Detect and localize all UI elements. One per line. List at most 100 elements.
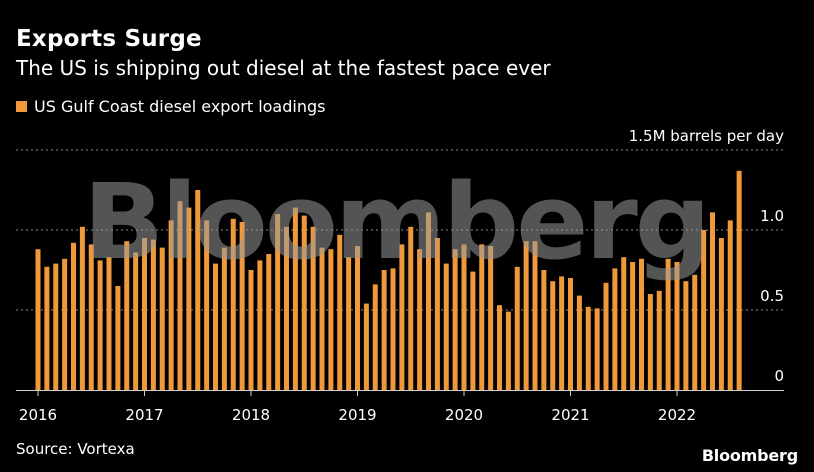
- x-tick-label: 2017: [125, 406, 163, 424]
- bar: [479, 244, 485, 390]
- bar: [79, 226, 85, 390]
- bar: [328, 249, 334, 390]
- bar: [204, 220, 210, 390]
- bar: [603, 282, 609, 390]
- y-tick-label: 1.5M barrels per day: [629, 127, 784, 145]
- bar: [53, 263, 59, 390]
- bar: [177, 201, 183, 390]
- bar: [674, 262, 680, 390]
- bar: [355, 246, 360, 390]
- grid-lines: [16, 149, 784, 311]
- bar: [186, 207, 192, 390]
- bar: [718, 238, 724, 390]
- bar: [310, 226, 316, 390]
- bar: [221, 247, 227, 390]
- bar: [630, 262, 636, 390]
- bar: [195, 190, 201, 390]
- bar: [532, 241, 538, 390]
- bar: [470, 271, 476, 390]
- bar: [275, 214, 281, 390]
- x-tick-label: 2019: [338, 406, 376, 424]
- x-tick-label: 2016: [19, 406, 57, 424]
- bar: [559, 276, 565, 390]
- bar: [639, 258, 644, 390]
- bar: [142, 238, 147, 390]
- y-tick-label: 0.5: [760, 287, 784, 305]
- bar: [541, 270, 547, 390]
- y-tick-label: 0: [774, 367, 784, 385]
- bar: [594, 308, 600, 390]
- bar: [710, 212, 715, 390]
- watermark: Bloomberg: [83, 161, 708, 283]
- bar: [284, 226, 289, 390]
- bar: [701, 230, 707, 390]
- bar: [230, 218, 236, 390]
- bar: [585, 306, 591, 390]
- bar: [337, 234, 343, 390]
- bar: [665, 258, 671, 390]
- bar: [346, 257, 352, 390]
- bar: [319, 247, 325, 390]
- bar: [159, 247, 165, 390]
- axes: 0 0.5 1.0 1.5M barrels per day 2016 2017 2018 2…: [16, 127, 784, 424]
- legend-swatch: [16, 101, 27, 112]
- bar: [106, 257, 112, 390]
- bar: [213, 263, 218, 390]
- bar: [434, 238, 440, 390]
- bar: [417, 249, 423, 390]
- bar: [390, 268, 396, 390]
- x-tick-label: 2022: [658, 406, 696, 424]
- bar: [44, 266, 50, 390]
- bar: [461, 244, 467, 390]
- legend: US Gulf Coast diesel export loadings: [16, 97, 325, 116]
- bar: [497, 305, 502, 390]
- bar: [683, 281, 689, 390]
- bar: [97, 260, 103, 390]
- bar: [301, 215, 307, 390]
- bar: [266, 254, 272, 390]
- legend-label: US Gulf Coast diesel export loadings: [34, 97, 326, 116]
- bar: [124, 241, 130, 390]
- bar: [727, 220, 733, 390]
- bar: [568, 278, 573, 390]
- bar: [612, 268, 618, 390]
- bar: [363, 303, 369, 390]
- bar: [647, 294, 653, 390]
- bar: [736, 170, 742, 390]
- bar: [621, 257, 627, 390]
- bar: [35, 249, 41, 390]
- bar: [372, 284, 378, 390]
- bar: [426, 212, 431, 390]
- bar: [452, 249, 458, 390]
- bar: [550, 281, 556, 390]
- x-tick-label: 2020: [445, 406, 483, 424]
- bar: [523, 241, 529, 390]
- bar: [443, 263, 449, 390]
- bar: [150, 239, 156, 390]
- source-note: Source: Vortexa: [16, 440, 135, 458]
- x-tick-label: 2021: [551, 406, 589, 424]
- bar: [71, 242, 76, 390]
- bars: [35, 170, 742, 390]
- bar: [505, 311, 511, 390]
- chart-title: Exports Surge: [16, 26, 202, 52]
- bar: [488, 246, 494, 390]
- bar: [248, 270, 254, 390]
- bar: [514, 266, 520, 390]
- bar: [692, 274, 698, 390]
- bar: [399, 244, 405, 390]
- bar: [408, 226, 414, 390]
- bar: [88, 244, 94, 390]
- bar: [576, 295, 582, 390]
- chart-subtitle: The US is shipping out diesel at the fas…: [16, 56, 551, 80]
- bar: [168, 220, 174, 390]
- bar: [381, 270, 387, 390]
- bar: [133, 252, 139, 390]
- x-tick-label: 2018: [232, 406, 270, 424]
- brand-logo: Bloomberg: [701, 446, 798, 465]
- bar: [239, 222, 245, 390]
- bar: [62, 258, 68, 390]
- bar: [656, 290, 662, 390]
- bar: [257, 260, 263, 390]
